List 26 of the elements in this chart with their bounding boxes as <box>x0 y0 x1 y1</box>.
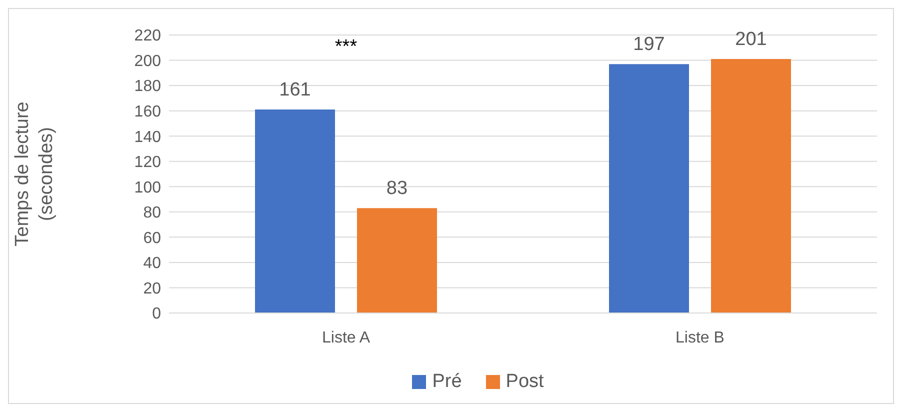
data-label: 201 <box>735 29 767 50</box>
x-tick-label: Liste B <box>676 329 724 346</box>
y-tick-label: 0 <box>152 306 162 323</box>
y-tick-label: 60 <box>143 230 162 247</box>
y-tick-label: 140 <box>134 128 162 146</box>
y-tick-label: 40 <box>143 255 162 272</box>
bar <box>609 64 689 313</box>
data-label: 83 <box>386 178 408 200</box>
y-tick-label: 200 <box>134 52 162 70</box>
y-tick-label: 180 <box>134 78 162 96</box>
y-tick-label: 160 <box>134 104 162 120</box>
data-label: 161 <box>279 80 311 101</box>
y-tick-label: 80 <box>143 204 162 222</box>
legend-label: Pré <box>431 371 462 393</box>
bar <box>255 110 335 313</box>
bar <box>357 208 437 313</box>
x-tick-label: Liste A <box>322 329 370 346</box>
bar <box>711 59 791 313</box>
y-axis-title: Temps de lecture (secondes) <box>12 102 57 246</box>
y-tick-label: 220 <box>134 28 162 45</box>
legend-label: Post <box>504 371 544 393</box>
data-label: 197 <box>633 34 665 56</box>
y-tick-label: 120 <box>134 154 162 172</box>
y-tick-label: 20 <box>143 280 162 298</box>
y-tick-label: 100 <box>134 179 162 196</box>
annotation: *** <box>334 36 358 58</box>
